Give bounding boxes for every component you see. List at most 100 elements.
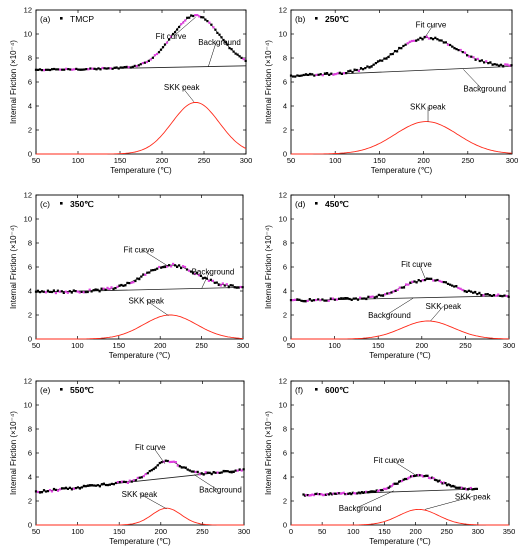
- data-point: [166, 459, 169, 463]
- data-point: [392, 483, 395, 486]
- data-point: [366, 491, 369, 494]
- data-point: [312, 299, 316, 302]
- annotation-arrow: [463, 69, 482, 89]
- data-point: [463, 290, 466, 293]
- data-point: [409, 281, 412, 284]
- annotation-label: SKK peak: [122, 490, 159, 499]
- data-point: [489, 61, 492, 64]
- data-point: [393, 50, 397, 53]
- data-point: [338, 71, 341, 74]
- data-point: [359, 296, 362, 299]
- data-point: [345, 72, 348, 75]
- data-point: [36, 490, 40, 494]
- y-tick-label: 4: [283, 287, 287, 296]
- data-point: [365, 490, 368, 493]
- panel-label: (e): [40, 385, 51, 395]
- data-point: [44, 490, 48, 493]
- data-point: [421, 279, 424, 282]
- y-tick-label: 10: [279, 30, 287, 39]
- y-tick-label: 2: [283, 311, 287, 320]
- data-point: [170, 35, 173, 38]
- data-point: [154, 268, 157, 271]
- data-point: [90, 290, 93, 293]
- data-point: [73, 68, 76, 71]
- data-point: [432, 38, 435, 41]
- y-tick-label: 6: [283, 263, 287, 272]
- data-point: [488, 294, 491, 297]
- skk-peak-curve: [36, 101, 247, 155]
- data-point: [113, 66, 116, 69]
- x-axis-label: Temperature (℃): [110, 166, 172, 175]
- x-tick-label: 100: [329, 156, 342, 165]
- data-point: [106, 286, 109, 289]
- data-point: [400, 47, 403, 50]
- data-point: [80, 486, 83, 489]
- data-point: [371, 295, 374, 298]
- annotation-label: Fit curve: [156, 32, 187, 41]
- annotation-label: Background: [192, 268, 235, 277]
- data-point: [395, 482, 398, 485]
- data-point: [373, 296, 376, 299]
- data-point: [99, 68, 102, 71]
- data-point: [202, 16, 205, 19]
- data-point: [480, 294, 483, 297]
- data-point: [325, 299, 328, 302]
- x-tick-label: 200: [417, 156, 430, 165]
- data-point: [370, 65, 373, 68]
- data-point: [410, 475, 413, 478]
- x-tick-label: 200: [156, 156, 169, 165]
- data-point: [121, 66, 124, 69]
- data-point: [86, 290, 89, 294]
- data-point: [168, 460, 171, 464]
- data-point: [294, 75, 297, 78]
- data-point: [64, 290, 67, 293]
- data-point: [162, 460, 165, 463]
- data-point: [176, 265, 179, 268]
- data-point: [104, 288, 107, 291]
- data-point: [90, 484, 93, 487]
- y-axis-label: Internal Friction (×10⁻⁴): [9, 225, 18, 309]
- data-point: [440, 39, 443, 42]
- data-point: [389, 485, 392, 488]
- data-point: [505, 294, 508, 298]
- data-point: [40, 491, 44, 494]
- data-point: [356, 298, 360, 301]
- annotation-arrow: [207, 41, 217, 68]
- data-point: [124, 480, 127, 484]
- data-point: [423, 475, 426, 478]
- data-point: [185, 268, 189, 271]
- data-point: [350, 493, 353, 496]
- data-point: [296, 74, 299, 77]
- data-point: [446, 43, 450, 46]
- data-point: [54, 292, 57, 295]
- data-point: [400, 286, 403, 289]
- data-point: [240, 56, 243, 59]
- data-point: [218, 33, 221, 36]
- data-point: [368, 491, 371, 494]
- data-point: [329, 492, 332, 495]
- data-point: [504, 63, 507, 66]
- x-tick-label: 300: [503, 341, 516, 350]
- data-point: [182, 466, 185, 469]
- data-point: [98, 290, 101, 293]
- data-point: [453, 47, 456, 50]
- data-point: [388, 292, 391, 295]
- data-point: [236, 469, 239, 472]
- data-point: [142, 273, 145, 276]
- data-point: [201, 277, 204, 280]
- data-point: [59, 68, 62, 71]
- data-point: [186, 468, 189, 471]
- data-point: [300, 299, 303, 302]
- annotation-label: Fit curve: [123, 245, 154, 254]
- data-point: [315, 298, 318, 302]
- data-point: [38, 68, 42, 71]
- data-point: [334, 73, 337, 76]
- data-point: [391, 52, 394, 56]
- y-tick-label: 2: [28, 311, 32, 320]
- y-tick-label: 2: [28, 126, 32, 135]
- data-point: [105, 67, 108, 70]
- data-point: [224, 470, 227, 473]
- skk-peak-curve: [291, 320, 510, 340]
- annotation-label: Background: [463, 84, 506, 93]
- data-point: [439, 481, 443, 484]
